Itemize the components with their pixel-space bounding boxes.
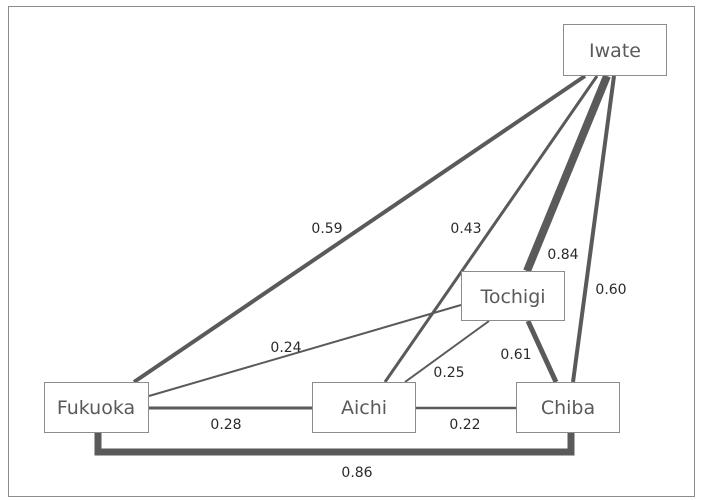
edge-label-tochigi-fukuoka: 0.24	[270, 340, 301, 356]
edge-label-tochigi-chiba: 0.61	[500, 347, 531, 363]
edge-fukuoka-chiba	[94, 433, 575, 456]
node-aichi: Aichi	[312, 382, 416, 433]
node-label-iwate: Iwate	[589, 40, 641, 62]
node-label-fukuoka: Fukuoka	[57, 397, 135, 419]
edge-label-fukuoka-chiba: 0.86	[341, 465, 372, 481]
edge-tochigi-chiba	[525, 319, 559, 384]
edge-label-aichi-chiba: 0.22	[449, 417, 480, 433]
edge-label-iwate-chiba: 0.60	[595, 282, 626, 298]
node-box-chiba	[516, 382, 620, 433]
node-iwate: Iwate	[563, 24, 667, 76]
edge-label-fukuoka-aichi: 0.28	[210, 417, 241, 433]
node-tochigi: Tochigi	[461, 271, 565, 321]
edge-label-tochigi-aichi: 0.25	[433, 365, 464, 381]
node-fukuoka: Fukuoka	[44, 382, 149, 433]
edge-label-iwate-aichi: 0.43	[450, 221, 481, 237]
node-box-fukuoka	[44, 382, 149, 433]
node-chiba: Chiba	[516, 382, 620, 433]
diagram-frame	[8, 6, 695, 497]
node-label-chiba: Chiba	[541, 397, 595, 419]
edge-iwate-aichi	[383, 75, 599, 383]
node-label-tochigi: Tochigi	[479, 286, 545, 308]
edge-label-iwate-fukuoka: 0.59	[311, 221, 342, 237]
edge-iwate-fukuoka	[132, 74, 587, 384]
edge-label-iwate-tochigi: 0.84	[547, 247, 578, 263]
edge-iwate-tochigi	[523, 74, 611, 273]
node-box-iwate	[563, 24, 667, 76]
node-box-tochigi	[461, 271, 565, 321]
edge-iwate-chiba	[571, 75, 616, 383]
node-label-aichi: Aichi	[341, 397, 387, 419]
edge-tochigi-aichi	[404, 320, 490, 383]
edge-tochigi-fukuoka	[148, 304, 462, 397]
node-box-aichi	[312, 382, 416, 433]
